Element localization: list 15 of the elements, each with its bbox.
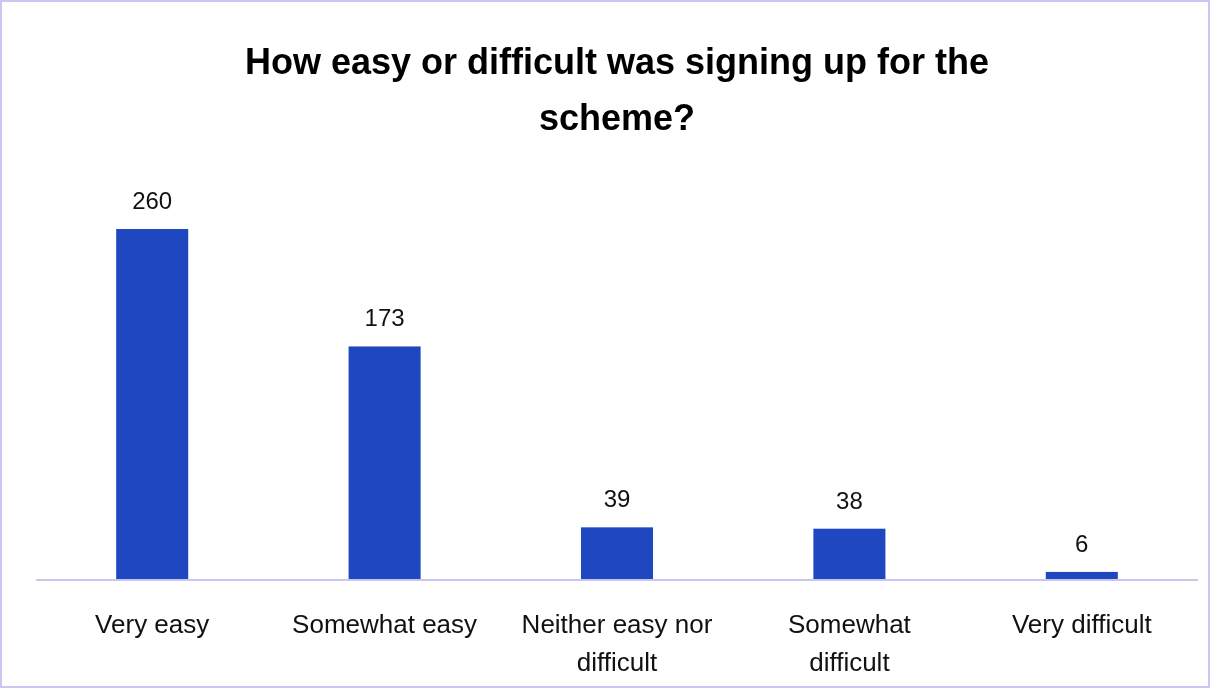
data-label: 38 (836, 486, 863, 514)
chart-title: How easy or difficult was signing up for the scheme? (244, 41, 990, 138)
data-label: 173 (364, 304, 405, 332)
x-tick-label: Somewhat easy (292, 609, 478, 639)
bar (580, 527, 654, 580)
data-label: 6 (1075, 529, 1089, 557)
x-tick-label: Very easy (95, 609, 210, 639)
data-label: 260 (132, 187, 173, 214)
x-tick-label: Very difficult (1011, 609, 1153, 639)
x-tick-label: Neither easy nor difficult (521, 609, 713, 677)
bar (348, 346, 421, 580)
x-tick-label: Somewhat difficult (787, 609, 912, 677)
bar (813, 528, 886, 580)
bar (116, 229, 189, 580)
data-label: 39 (603, 485, 631, 513)
